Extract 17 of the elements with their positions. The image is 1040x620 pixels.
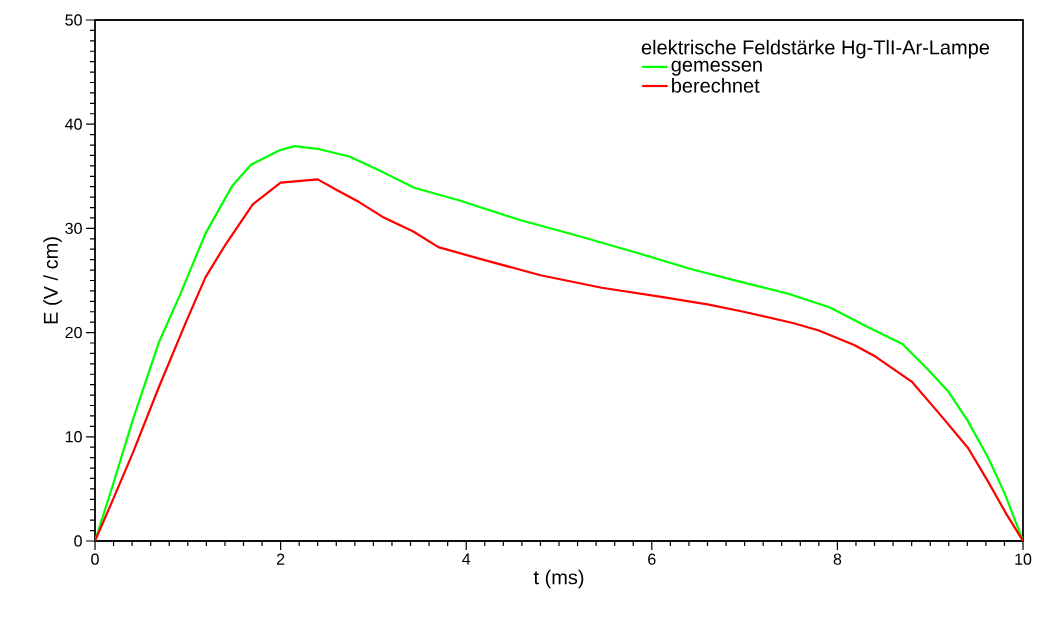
x-tick-label: 0 (91, 553, 99, 565)
x-tick-label: 4 (462, 553, 471, 565)
x-axis-title: t (ms) (533, 569, 584, 589)
y-axis-title: E (V / cm) (43, 237, 62, 324)
x-tick-label: 2 (276, 553, 285, 565)
y-tick-label: 20 (65, 326, 82, 339)
x-tick-label: 6 (648, 553, 656, 565)
y-tick-label: 30 (65, 222, 82, 235)
y-tick-label: 10 (65, 431, 82, 443)
y-tick-label: 40 (65, 118, 82, 130)
x-tick-label: 8 (833, 553, 842, 565)
legend-label: gemessen (671, 60, 762, 76)
x-tick-label: 10 (1015, 553, 1032, 565)
y-tick-label: 50 (65, 14, 82, 26)
legend-label: berechnet (672, 78, 760, 93)
y-tick-label: 0 (74, 535, 82, 547)
legend-title: elektrische Feldstärke Hg-TlI-Ar-Lampe (641, 39, 990, 59)
